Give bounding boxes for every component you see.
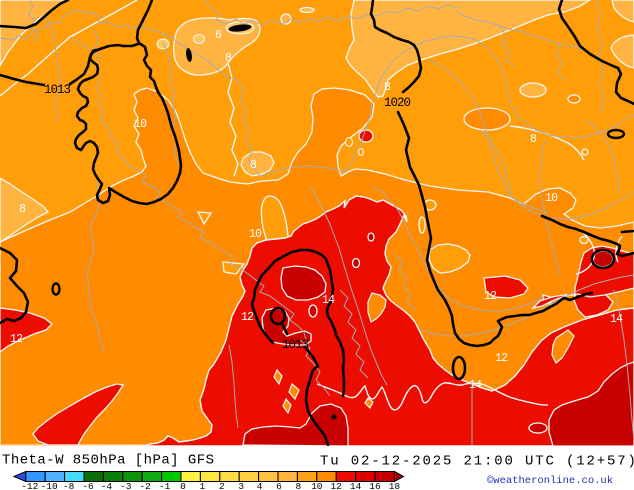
svg-text:3: 3 — [238, 481, 244, 490]
svg-text:14: 14 — [610, 313, 623, 326]
svg-text:8: 8 — [384, 81, 391, 94]
svg-text:1: 1 — [200, 481, 206, 490]
svg-text:14: 14 — [322, 294, 335, 307]
svg-text:©weatheronline.co.uk: ©weatheronline.co.uk — [487, 475, 613, 487]
svg-text:18: 18 — [389, 481, 401, 490]
svg-text:8: 8 — [296, 481, 302, 490]
svg-text:8: 8 — [225, 52, 232, 65]
svg-text:-10: -10 — [41, 481, 58, 490]
svg-text:-12: -12 — [21, 481, 38, 490]
svg-text:1020: 1020 — [384, 96, 411, 110]
svg-text:Tu 02-12-2025 21:00 UTC (12+57: Tu 02-12-2025 21:00 UTC (12+57) — [320, 454, 634, 470]
svg-text:2: 2 — [219, 481, 225, 490]
svg-text:12: 12 — [241, 311, 254, 324]
svg-text:-4: -4 — [101, 481, 113, 490]
svg-text:6: 6 — [276, 481, 282, 490]
svg-text:-2: -2 — [139, 481, 151, 490]
svg-text:10: 10 — [249, 228, 262, 241]
svg-text:1013: 1013 — [44, 83, 71, 97]
svg-text:-1: -1 — [159, 481, 171, 490]
svg-text:10: 10 — [311, 481, 323, 490]
svg-text:1013: 1013 — [282, 338, 309, 352]
svg-text:-8: -8 — [63, 481, 75, 490]
svg-text:Theta-W 850hPa [hPa] GFS: Theta-W 850hPa [hPa] GFS — [2, 453, 214, 469]
svg-text:4: 4 — [257, 481, 263, 490]
svg-text:-6: -6 — [82, 481, 94, 490]
svg-text:-3: -3 — [120, 481, 132, 490]
svg-text:14: 14 — [350, 481, 362, 490]
svg-text:12: 12 — [484, 290, 497, 303]
svg-text:10: 10 — [545, 192, 558, 205]
svg-text:10: 10 — [134, 118, 147, 131]
svg-text:8: 8 — [250, 159, 257, 172]
svg-text:16: 16 — [369, 481, 381, 490]
svg-text:12: 12 — [495, 352, 508, 365]
svg-text:8: 8 — [19, 203, 26, 216]
svg-text:12: 12 — [330, 481, 342, 490]
svg-text:0: 0 — [180, 481, 186, 490]
svg-text:12: 12 — [10, 333, 23, 346]
svg-text:14: 14 — [469, 379, 482, 392]
svg-text:6: 6 — [215, 29, 222, 42]
svg-text:8: 8 — [530, 133, 537, 146]
